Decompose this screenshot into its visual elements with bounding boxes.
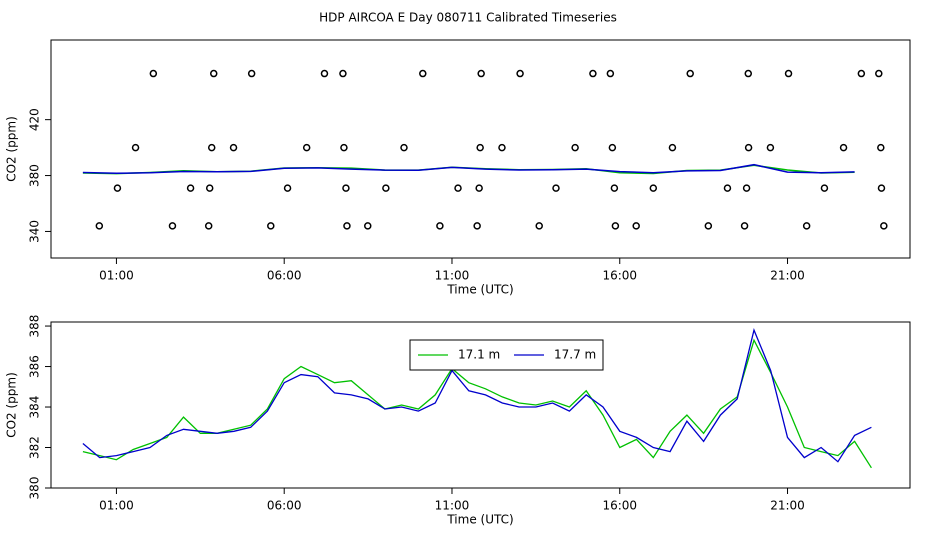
flag-point [339, 69, 347, 78]
y-tick-label: 384 [28, 396, 42, 419]
legend-label: 17.1 m [458, 348, 500, 362]
flag-point [149, 69, 158, 78]
flag-point [419, 69, 427, 78]
flag-point [611, 222, 620, 230]
x-tick-label: 11:00 [435, 499, 470, 513]
flag-point [535, 222, 543, 230]
flag-point [95, 222, 104, 230]
flag-point [875, 69, 883, 78]
flag-point [382, 184, 390, 192]
flag-point [589, 69, 597, 78]
plot-frame [50, 39, 911, 259]
flag-point [649, 184, 658, 192]
flag-point [477, 69, 485, 78]
y-axis-label: CO2 (ppm) [5, 116, 19, 182]
flag-point [400, 143, 408, 152]
flag-point [742, 184, 751, 192]
flag-point [475, 184, 483, 192]
flag-point [723, 184, 732, 192]
y-tick-label: 340 [28, 220, 42, 243]
x-tick-label: 11:00 [435, 269, 470, 283]
flag-point [839, 143, 848, 152]
flag-point [608, 143, 617, 152]
flag-point [498, 143, 506, 152]
x-tick-label: 06:00 [267, 269, 302, 283]
flag-point [247, 69, 256, 78]
y-tick-label: 420 [28, 108, 42, 131]
x-tick-label: 06:00 [267, 499, 302, 513]
flag-point [784, 69, 793, 78]
flag-point [857, 69, 866, 78]
flag-point [802, 222, 811, 230]
flag-point [168, 222, 177, 230]
chart-title: HDP AIRCOA E Day 080711 Calibrated Times… [319, 11, 617, 25]
y-tick-label: 382 [28, 436, 42, 459]
flag-point [186, 184, 195, 192]
flag-point [342, 184, 350, 192]
series-line [82, 328, 872, 463]
flag-point [632, 222, 640, 230]
flag-point [204, 222, 213, 230]
flag-point [476, 143, 484, 152]
flag-point [364, 222, 372, 230]
flag-point [766, 143, 775, 152]
series-line [82, 163, 855, 175]
flag-point [205, 184, 214, 192]
flag-point [552, 184, 560, 192]
flag-point [473, 222, 481, 230]
x-tick-label: 01:00 [99, 499, 134, 513]
flag-point [131, 143, 140, 152]
flag-point [436, 222, 444, 230]
flag-point [744, 143, 753, 152]
x-tick-label: 01:00 [99, 269, 134, 283]
y-axis-label: CO2 (ppm) [5, 372, 19, 438]
x-tick-label: 21:00 [770, 269, 805, 283]
x-axis-label: Time (UTC) [446, 283, 513, 297]
y-tick-label: 380 [28, 164, 42, 187]
x-tick-label: 16:00 [602, 269, 637, 283]
flag-point [606, 69, 615, 78]
flag-point [320, 69, 329, 78]
y-tick-label: 380 [28, 477, 42, 500]
flag-point [744, 69, 753, 78]
flag-point [229, 143, 238, 152]
flag-point [343, 222, 351, 230]
flag-point [877, 143, 885, 152]
flag-point [686, 69, 694, 78]
flag-point [740, 222, 749, 230]
flag-point [880, 222, 888, 230]
x-tick-label: 21:00 [770, 499, 805, 513]
flag-point [704, 222, 713, 230]
flag-point [668, 143, 677, 152]
legend-label: 17.7 m [554, 348, 596, 362]
flag-point [340, 143, 348, 152]
plot-frame [50, 321, 911, 489]
x-tick-label: 16:00 [602, 499, 637, 513]
flag-point [610, 184, 619, 192]
flag-point [302, 143, 311, 152]
y-tick-label: 386 [28, 355, 42, 378]
flag-point [571, 143, 579, 152]
flag-point [516, 69, 524, 78]
flag-point [877, 184, 886, 192]
x-axis-label: Time (UTC) [446, 513, 513, 527]
flag-point [207, 143, 216, 152]
flag-point [209, 69, 218, 78]
flag-point [113, 184, 122, 192]
flag-point [267, 222, 275, 230]
y-tick-label: 388 [28, 315, 42, 338]
flag-point [283, 184, 292, 192]
flag-point [820, 184, 829, 192]
flag-point [454, 184, 462, 192]
